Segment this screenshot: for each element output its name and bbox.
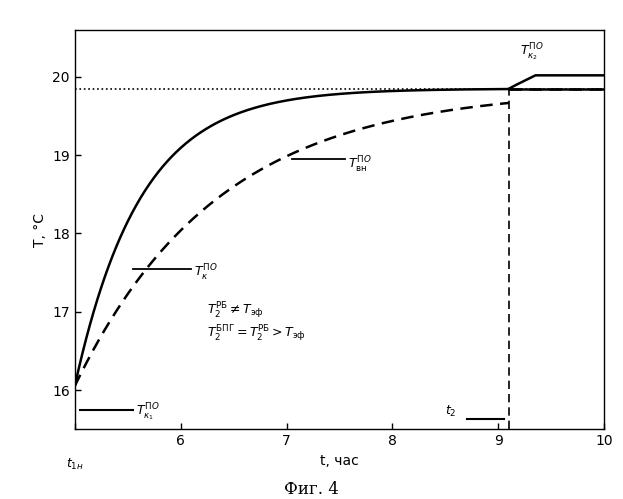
Text: Фиг. 4: Фиг. 4 (284, 481, 339, 498)
Text: $T_{\kappa_1}^{\Pi O}$: $T_{\kappa_1}^{\Pi O}$ (136, 401, 159, 423)
Text: $T_{\kappa}^{\Pi O}$: $T_{\kappa}^{\Pi O}$ (194, 262, 218, 282)
Text: $T_2^{\rm РБ} \neq T_{\rm эф}$
$T_2^{\rm БПГ} = T_2^{\rm РБ} > T_{\rm эф}$: $T_2^{\rm РБ} \neq T_{\rm эф}$ $T_2^{\rm… (207, 300, 306, 344)
X-axis label: t, час: t, час (320, 454, 359, 468)
Text: $t_2$: $t_2$ (445, 404, 456, 420)
Text: $t_{1н}$: $t_{1н}$ (66, 457, 83, 472)
Text: $T_{\rm вн}^{\Pi O}$: $T_{\rm вн}^{\Pi O}$ (348, 155, 371, 175)
Text: $T_{\kappa_2}^{\Pi O}$: $T_{\kappa_2}^{\Pi O}$ (520, 41, 543, 63)
Y-axis label: T, °C: T, °C (32, 213, 47, 247)
